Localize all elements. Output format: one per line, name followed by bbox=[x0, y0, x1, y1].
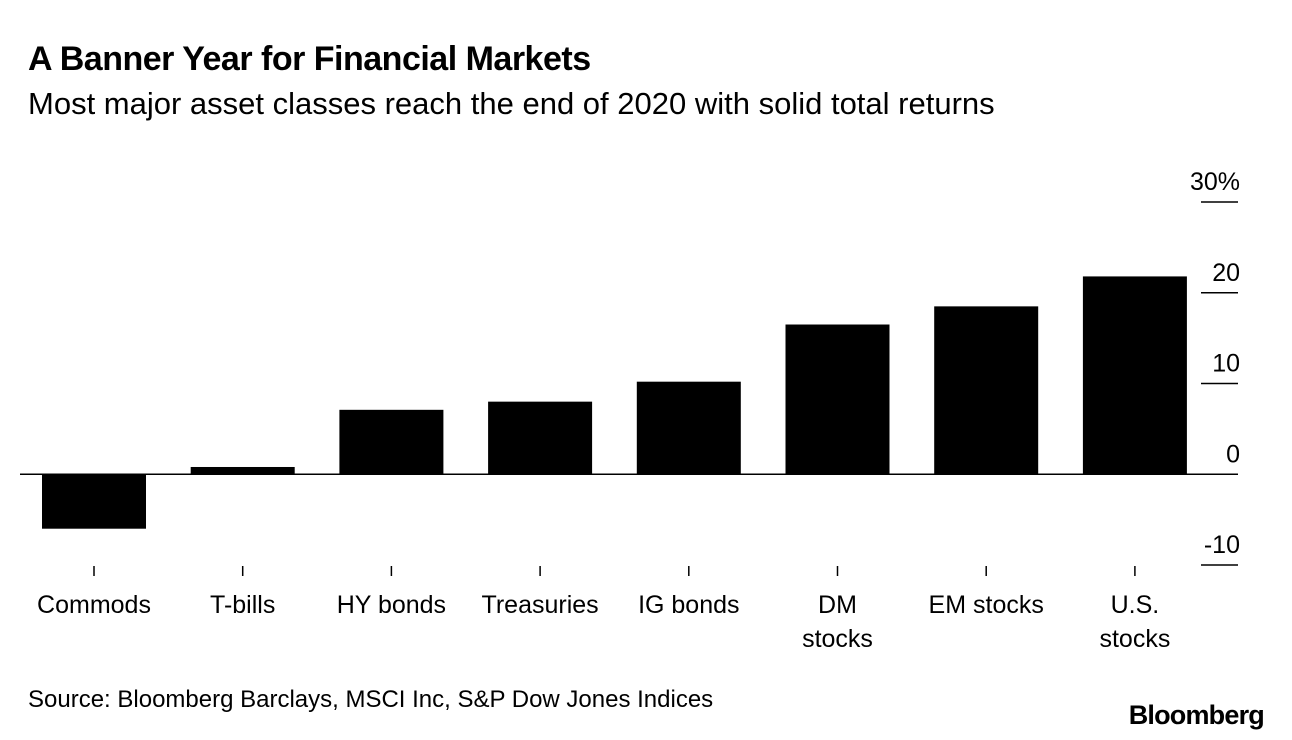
chart-subtitle: Most major asset classes reach the end o… bbox=[28, 86, 995, 121]
chart-title: A Banner Year for Financial Markets bbox=[28, 40, 591, 78]
x-axis: Commods T-bills HY bonds Treasuries IG bonds… bbox=[37, 566, 1170, 653]
bar-u-s-stocks bbox=[1082, 276, 1187, 475]
y-tick-label: 10 bbox=[1212, 350, 1240, 378]
bar-ig-bonds bbox=[636, 381, 741, 475]
x-tick-label: U.S. bbox=[1111, 591, 1160, 619]
bar-treasuries bbox=[488, 401, 593, 475]
x-tick-label: stocks bbox=[802, 625, 873, 653]
bar-dm-stocks bbox=[785, 324, 890, 475]
bars-group bbox=[42, 276, 1187, 529]
y-tick-label: -10 bbox=[1204, 531, 1240, 559]
bar-hy-bonds bbox=[339, 409, 444, 475]
bar-commods bbox=[42, 474, 146, 529]
x-tick-label: DM bbox=[818, 591, 857, 619]
y-axis: 30% 20 10 0 -10 bbox=[1190, 168, 1240, 566]
x-tick-label: EM stocks bbox=[929, 591, 1044, 619]
y-tick-label: 0 bbox=[1226, 440, 1240, 468]
x-tick-label: stocks bbox=[1099, 625, 1170, 653]
x-tick-label: T-bills bbox=[210, 591, 275, 619]
bar-em-stocks bbox=[934, 306, 1039, 475]
x-tick-label: IG bonds bbox=[638, 591, 739, 619]
bar-t-bills bbox=[190, 466, 295, 475]
x-tick-label: Commods bbox=[37, 591, 151, 619]
x-tick-label: HY bonds bbox=[337, 591, 446, 619]
source-note: Source: Bloomberg Barclays, MSCI Inc, S&… bbox=[28, 686, 714, 713]
y-tick-label: 30% bbox=[1190, 168, 1240, 196]
y-tick-label: 20 bbox=[1212, 259, 1240, 287]
bloomberg-logo: Bloomberg bbox=[1128, 700, 1265, 730]
x-tick-label: Treasuries bbox=[482, 591, 599, 619]
